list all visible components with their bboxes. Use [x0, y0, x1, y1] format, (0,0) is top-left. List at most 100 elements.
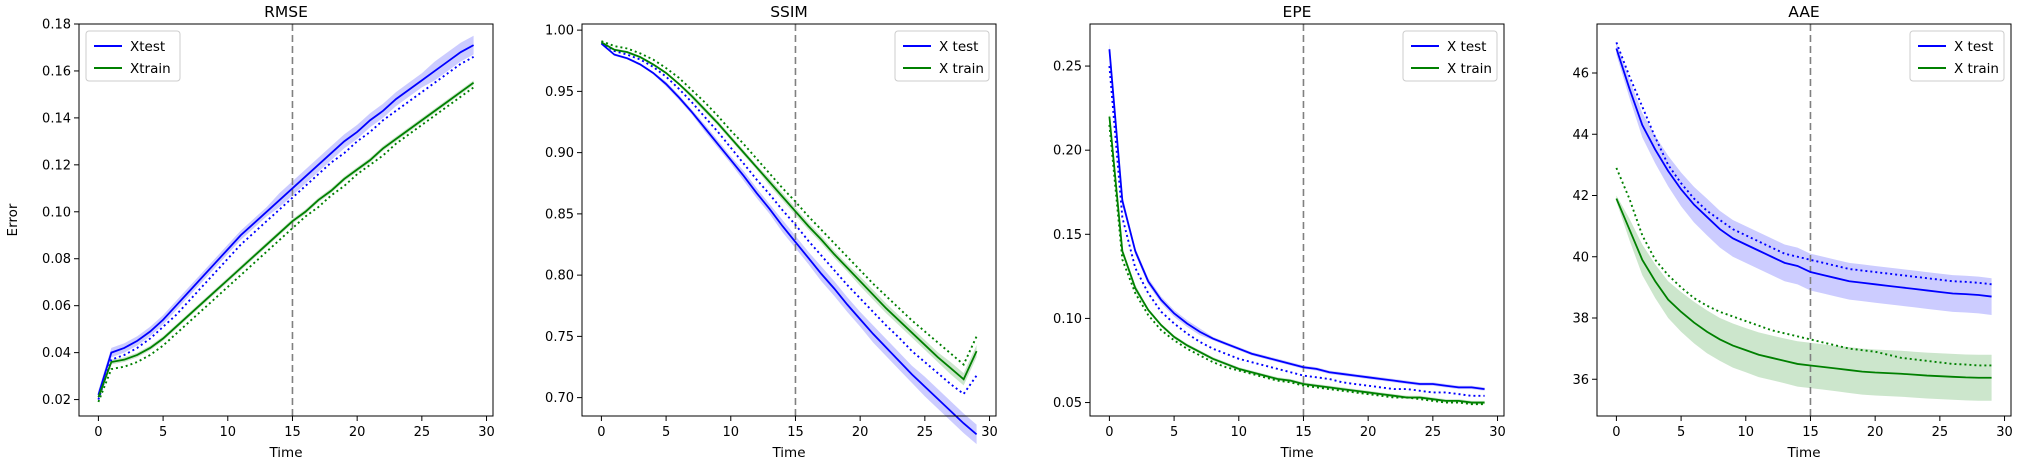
y-tick-label: 0.18 [42, 18, 71, 33]
x-axis-label: Time [1279, 445, 1313, 461]
legend-label: X test [939, 39, 978, 55]
legend: X test X train [1402, 30, 1498, 82]
series-line [1615, 48, 1992, 298]
series-line [1108, 65, 1485, 397]
x-axis-label: Time [771, 445, 805, 461]
y-tick-label: 0.25 [1053, 60, 1082, 75]
x-tick-label: 15 [787, 425, 804, 440]
x-tick-label: 5 [159, 425, 167, 440]
series-line [1108, 124, 1485, 406]
y-tick-label: 0.06 [42, 299, 71, 314]
x-tick-label: 25 [1425, 425, 1442, 440]
y-tick-label: 46 [1572, 67, 1589, 82]
y-tick-label: 1.00 [545, 24, 574, 39]
x-tick-label: 10 [220, 425, 237, 440]
legend-label: X train [1447, 61, 1492, 77]
series-line [600, 41, 978, 381]
chart-2: 0 5 10 15 20 25 30 0.05 0.10 0.15 0.20 0.25 EPE Time X… [1053, 3, 1506, 461]
series-line [600, 42, 978, 436]
y-tick-label: 0.02 [42, 393, 71, 408]
series-line [1615, 42, 1992, 286]
y-tick-label: 0.04 [42, 346, 71, 361]
x-tick-label: 15 [284, 425, 301, 440]
x-tick-label: 30 [1489, 425, 1506, 440]
y-tick-label: 0.05 [1053, 396, 1082, 411]
y-tick-label: 0.08 [42, 252, 71, 267]
y-tick-label: 0.85 [545, 207, 574, 222]
y-tick-label: 0.14 [42, 111, 71, 126]
x-tick-label: 0 [1105, 425, 1113, 440]
chart-title: AAE [1788, 3, 1819, 21]
series-line [1108, 116, 1485, 404]
x-tick-label: 10 [1738, 425, 1755, 440]
x-tick-label: 5 [1677, 425, 1685, 440]
x-tick-label: 15 [1295, 425, 1312, 440]
series-line [97, 44, 475, 396]
x-axis-label: Time [268, 445, 302, 461]
plot-frame [1089, 23, 1505, 417]
x-tick-label: 15 [1802, 425, 1819, 440]
legend-label: X test [1447, 39, 1486, 55]
chart-title: RMSE [264, 3, 308, 21]
y-tick-label: 0.16 [42, 64, 71, 79]
series-band [1109, 42, 1485, 391]
y-tick-label: 0.15 [1053, 228, 1082, 243]
y-tick-label: 42 [1572, 189, 1589, 204]
series-line [1615, 198, 1992, 379]
x-tick-label: 5 [662, 425, 670, 440]
x-tick-label: 0 [1612, 425, 1620, 440]
series-band [98, 35, 474, 400]
x-tick-label: 20 [852, 425, 869, 440]
y-tick-label: 0.10 [1053, 312, 1082, 327]
series-band [1616, 42, 1992, 315]
y-tick-label: 0.75 [545, 330, 574, 345]
x-tick-label: 20 [349, 425, 366, 440]
y-tick-label: 0.12 [42, 158, 71, 173]
series-band [1109, 113, 1485, 405]
y-tick-label: 0.80 [545, 269, 574, 284]
series-line [601, 40, 978, 367]
x-tick-label: 20 [1867, 425, 1884, 440]
legend: X test X train [894, 30, 990, 82]
series-band [601, 42, 977, 445]
legend-label: X train [1954, 61, 1999, 77]
series-band [1616, 195, 1992, 401]
legend-label: Xtrain [130, 61, 171, 77]
series-band [98, 80, 474, 400]
x-tick-label: 0 [94, 425, 102, 440]
series-line [97, 56, 475, 400]
x-tick-label: 25 [1932, 425, 1949, 440]
y-tick-label: 38 [1572, 312, 1589, 327]
x-tick-label: 25 [917, 425, 934, 440]
y-tick-label: 0.70 [545, 391, 574, 406]
y-tick-label: 40 [1572, 250, 1589, 265]
x-axis-label: Time [1786, 445, 1820, 461]
series-line [600, 41, 978, 396]
plot-frame [1596, 23, 2012, 417]
x-tick-label: 0 [597, 425, 605, 440]
x-tick-label: 20 [1360, 425, 1377, 440]
x-tick-label: 5 [1170, 425, 1178, 440]
plot-frame [78, 23, 494, 417]
y-tick-label: 0.95 [545, 85, 574, 100]
x-tick-label: 30 [478, 425, 495, 440]
legend: Xtest Xtrain [85, 30, 181, 82]
x-tick-label: 10 [1231, 425, 1248, 440]
y-axis-label: Error [5, 203, 21, 236]
legend-label: X train [939, 61, 984, 77]
x-tick-label: 10 [723, 425, 740, 440]
chart-title: EPE [1283, 3, 1312, 21]
series-band [601, 41, 977, 386]
series-line [97, 81, 475, 398]
legend-label: Xtest [130, 39, 165, 55]
series-line [97, 86, 475, 403]
chart-title: SSIM [770, 3, 808, 21]
plot-frame [581, 23, 997, 417]
y-tick-label: 0.10 [42, 205, 71, 220]
y-tick-label: 36 [1572, 373, 1589, 388]
x-tick-label: 30 [1996, 425, 2013, 440]
chart-0: 0 5 10 15 20 25 30 0.02 0.04 0.06 0.08 0.10 0.12 0.14… [5, 3, 495, 461]
legend: X test X train [1909, 30, 2005, 82]
